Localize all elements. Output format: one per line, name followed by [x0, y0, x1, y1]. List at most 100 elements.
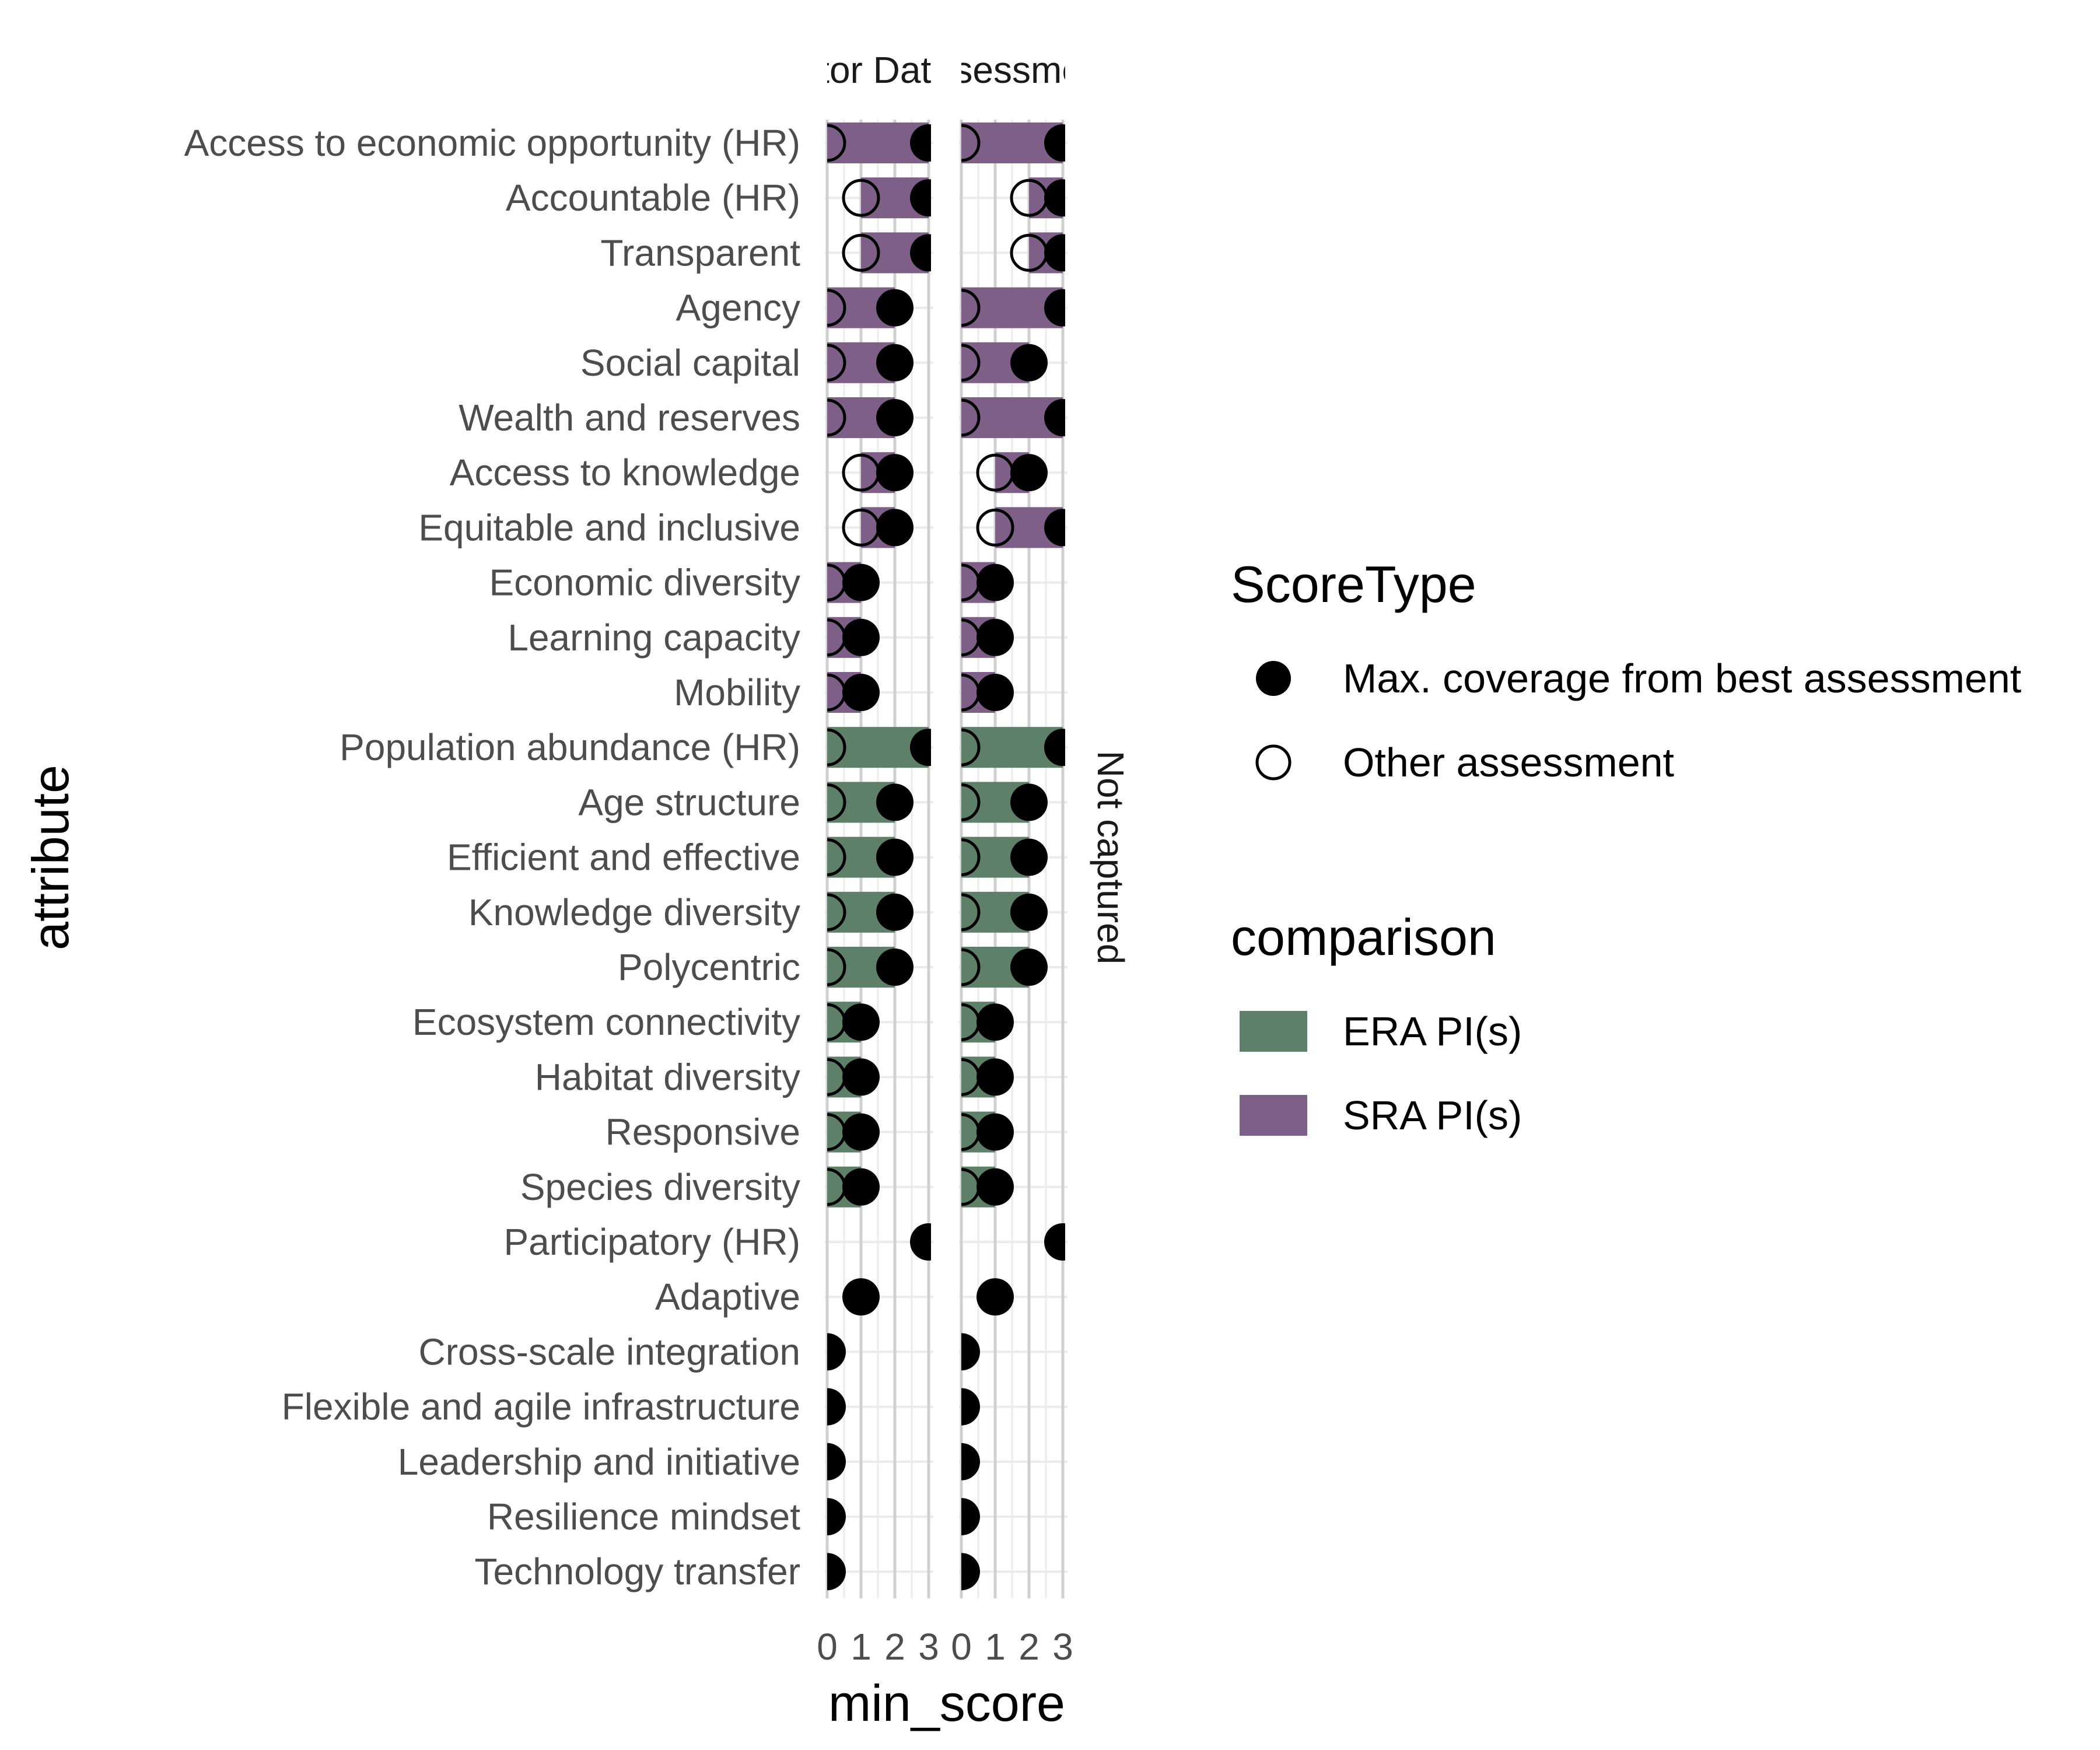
y-tick-label: Species diversity: [520, 1166, 800, 1208]
max-coverage-point: [977, 674, 1014, 711]
other-assessment-point: [827, 893, 846, 932]
x-tick-label: 3: [1052, 1626, 1073, 1668]
legend-comparison-item-sra: SRA PI(s): [1343, 1093, 1522, 1138]
x-tick-label: 2: [1019, 1626, 1040, 1668]
other-assessment-point: [842, 178, 880, 217]
y-tick-label: Transparent: [600, 232, 800, 274]
max-coverage-point: [977, 1113, 1014, 1151]
y-axis-tick-labels: Access to economic opportunity (HR) Accou…: [184, 122, 801, 1592]
max-coverage-point: [1044, 729, 1065, 766]
max-coverage-point: [1044, 234, 1065, 272]
other-assessment-point: [961, 344, 981, 382]
legend-scoretype-item-2: Other assessment: [1343, 740, 1674, 785]
other-assessment-point: [827, 289, 846, 327]
max-coverage-point: [910, 729, 931, 766]
y-tick-label: Resilience mindset: [487, 1496, 800, 1538]
max-coverage-point: [910, 234, 931, 272]
max-coverage-point: [1044, 1223, 1065, 1261]
max-coverage-point: [1044, 124, 1065, 162]
max-coverage-point: [977, 1058, 1014, 1096]
max-coverage-point: [1044, 179, 1065, 217]
max-coverage-point: [961, 1443, 980, 1480]
y-tick-label: Knowledge diversity: [468, 891, 800, 933]
legend-scoretype: ScoreType Max. coverage from best assess…: [1231, 555, 2021, 785]
max-coverage-point: [961, 1388, 980, 1426]
max-coverage-point: [1044, 509, 1065, 547]
y-tick-label: Polycentric: [618, 946, 800, 988]
max-coverage-point: [842, 618, 880, 656]
max-coverage-point: [977, 1168, 1014, 1206]
max-coverage-point: [827, 1553, 846, 1591]
y-tick-label: Learning capacity: [508, 617, 800, 659]
max-coverage-point: [910, 1223, 931, 1261]
side-strip-label: Not captured: [1090, 751, 1132, 964]
other-assessment-point: [961, 124, 981, 162]
y-tick-label: Access to economic opportunity (HR): [184, 122, 800, 164]
max-coverage-point: [961, 1333, 980, 1371]
y-tick-label: Economic diversity: [489, 562, 801, 604]
max-coverage-point: [977, 564, 1014, 601]
legend-comparison-title: comparison: [1231, 908, 1496, 966]
y-tick-label: Flexible and agile infrastructure: [282, 1386, 800, 1428]
other-assessment-point: [961, 893, 981, 932]
max-coverage-point: [842, 564, 880, 601]
other-assessment-point: [827, 948, 846, 986]
max-coverage-point: [1010, 949, 1048, 986]
y-tick-label: Age structure: [578, 781, 800, 823]
y-tick-label: Wealth and reserves: [459, 397, 800, 439]
y-tick-label: Social capital: [580, 342, 800, 384]
other-assessment-point: [976, 508, 1014, 547]
max-coverage-point: [910, 179, 931, 217]
max-coverage-point: [842, 674, 880, 711]
other-assessment-point: [961, 838, 981, 877]
other-assessment-point: [961, 728, 981, 766]
other-assessment-point: [827, 398, 846, 437]
max-coverage-point: [827, 1443, 846, 1480]
x-tick-label: 1: [985, 1626, 1006, 1668]
y-tick-label: Efficient and effective: [447, 836, 800, 878]
max-coverage-point: [961, 1553, 980, 1591]
legend-filled-circle-icon: [1256, 661, 1291, 696]
x-axis-title: min_score: [828, 1674, 1065, 1732]
y-tick-label: Participatory (HR): [503, 1221, 800, 1263]
max-coverage-point: [876, 783, 914, 821]
max-coverage-point: [876, 949, 914, 986]
max-coverage-point: [876, 399, 914, 436]
other-assessment-point: [842, 233, 880, 272]
other-assessment-point: [827, 344, 846, 382]
max-coverage-point: [876, 509, 914, 547]
max-coverage-point: [842, 1278, 880, 1316]
y-tick-label: Equitable and inclusive: [418, 506, 800, 548]
other-assessment-point: [827, 124, 846, 162]
max-coverage-point: [1010, 344, 1048, 382]
other-assessment-point: [961, 289, 981, 327]
max-coverage-point: [1010, 893, 1048, 931]
x-tick-label: 3: [918, 1626, 939, 1668]
max-coverage-point: [842, 1168, 880, 1206]
y-axis-title: attribute: [22, 765, 79, 950]
max-coverage-point: [842, 1113, 880, 1151]
x-tick-label: 1: [850, 1626, 872, 1668]
other-assessment-point: [961, 398, 981, 437]
legend-comparison-item-era: ERA PI(s): [1343, 1009, 1522, 1054]
panel-assessment: [961, 123, 1065, 1591]
y-tick-label: Leadership and initiative: [398, 1441, 800, 1483]
strip-label-panel-2: Assessment: [911, 49, 1114, 91]
legend-comparison: comparison ERA PI(s) SRA PI(s): [1231, 908, 1522, 1138]
x-tick-label: 0: [951, 1626, 972, 1668]
y-tick-label: Accountable (HR): [506, 177, 800, 219]
y-tick-label: Ecosystem connectivity: [412, 1001, 800, 1043]
max-coverage-point: [1044, 399, 1065, 436]
max-coverage-point: [1010, 783, 1048, 821]
x-tick-label: 2: [884, 1626, 905, 1668]
panel-indicator-database: [827, 123, 931, 1591]
y-tick-label: Population abundance (HR): [340, 726, 800, 768]
y-tick-label: Adaptive: [655, 1276, 800, 1318]
max-coverage-point: [977, 1278, 1014, 1316]
max-coverage-point: [977, 618, 1014, 656]
other-assessment-point: [827, 838, 846, 877]
max-coverage-point: [842, 1003, 880, 1041]
y-tick-label: Responsive: [606, 1111, 800, 1153]
